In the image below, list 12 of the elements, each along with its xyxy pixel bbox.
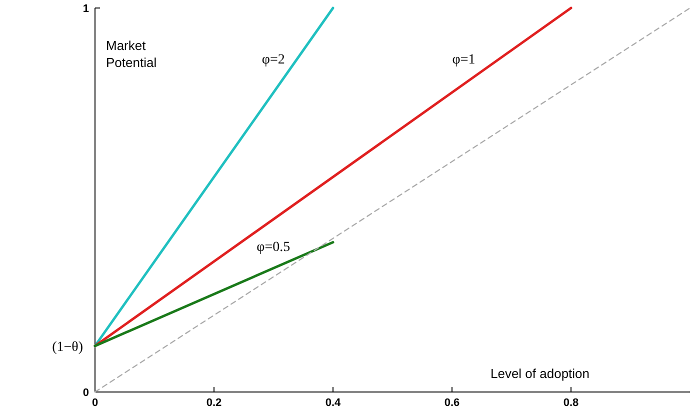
y-tick-label: 1 xyxy=(82,3,89,15)
series-label: φ=0.5 xyxy=(256,240,290,255)
x-tick-label: 0.2 xyxy=(206,397,222,409)
x-axis-title: Level of adoption xyxy=(490,366,590,381)
x-tick-label: 0.8 xyxy=(563,397,579,409)
y-axis-title: Market Potential xyxy=(106,38,157,70)
x-tick-label: 0 xyxy=(92,397,98,409)
series-label: φ=1 xyxy=(452,52,476,68)
annotation: (1−θ) xyxy=(52,340,84,355)
x-tick-label: 0.6 xyxy=(444,397,460,409)
x-tick-label: 0.4 xyxy=(325,397,342,409)
series-label: φ=2 xyxy=(262,52,285,68)
